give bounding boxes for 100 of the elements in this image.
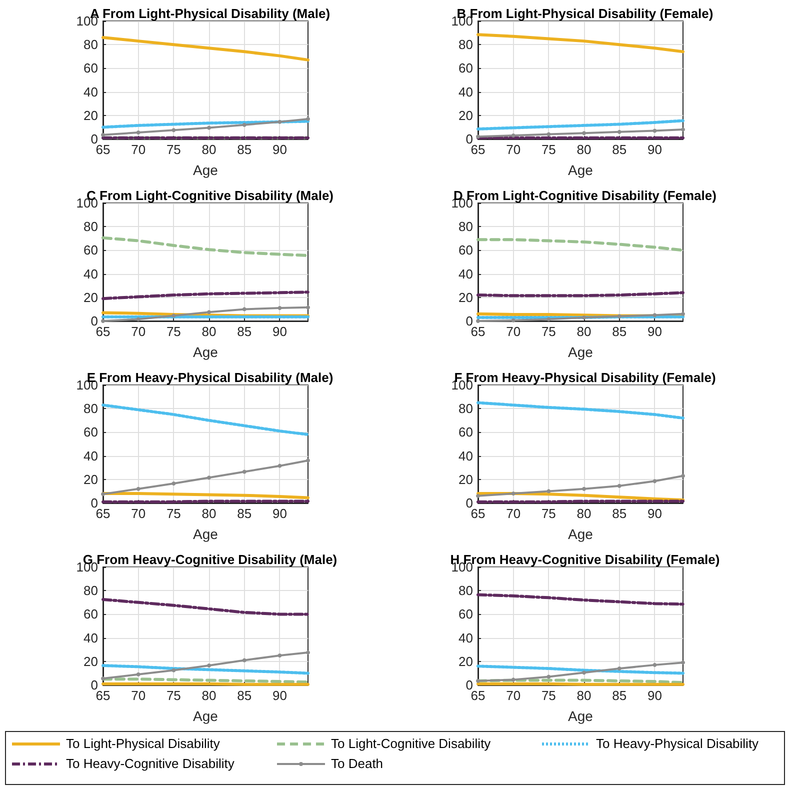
x-tick-label: 65	[96, 142, 110, 157]
x-axis-title: Age	[193, 526, 218, 542]
legend-label: To Death	[331, 756, 384, 771]
x-tick-label: 80	[576, 506, 592, 521]
y-tick-label: 80	[458, 219, 473, 234]
y-tick-label: 60	[458, 242, 473, 258]
x-tick-label: 85	[612, 142, 627, 157]
point	[582, 315, 586, 320]
x-tick-label: 90	[647, 142, 662, 157]
x-tick-label: 65	[96, 506, 110, 521]
point	[172, 668, 176, 672]
y-tick-label: 0	[466, 496, 473, 510]
x-axis-title: Age	[568, 344, 594, 360]
y-tick-label: 40	[84, 630, 98, 646]
y-tick-label: 40	[84, 448, 98, 464]
x-tick-label: 90	[272, 688, 287, 703]
point	[476, 494, 480, 498]
point	[101, 492, 105, 496]
x-tick-label: 65	[96, 324, 110, 339]
x-tick-label: 75	[166, 142, 181, 157]
y-tick-label: 40	[458, 84, 473, 100]
x-tick-label: 85	[612, 324, 627, 339]
y-tick-label: 80	[84, 37, 98, 52]
y-tick-label: 80	[84, 219, 98, 234]
x-tick-label: 70	[131, 506, 146, 521]
line-series	[476, 119, 684, 130]
y-tick-label: 60	[458, 60, 473, 76]
x-tick-label: 80	[202, 324, 216, 339]
y-tick-label: 20	[458, 108, 473, 123]
point	[136, 130, 140, 135]
point	[207, 310, 212, 314]
y-tick-label: 20	[84, 108, 98, 123]
point	[476, 678, 480, 683]
point	[242, 470, 246, 474]
x-tick-label: 75	[541, 324, 556, 339]
point	[582, 670, 586, 675]
x-axis-title: Age	[193, 162, 218, 178]
x-tick-label: 85	[237, 142, 252, 157]
x-tick-label: 70	[131, 142, 146, 157]
x-axis-title: Age	[568, 162, 594, 178]
point	[617, 484, 622, 488]
x-tick-label: 70	[506, 142, 521, 157]
point	[207, 476, 212, 480]
x-tick-label: 65	[470, 324, 486, 339]
y-tick-label: 60	[84, 606, 98, 622]
y-tick-label: 0	[90, 678, 98, 692]
line-series	[102, 36, 310, 62]
y-tick-label: 40	[84, 84, 98, 100]
x-tick-label: 75	[166, 506, 181, 521]
x-tick-label: 65	[96, 688, 110, 703]
line-series	[476, 238, 684, 252]
y-tick-label: 80	[458, 37, 473, 52]
line-series	[476, 401, 684, 420]
y-tick-label: 80	[84, 583, 98, 598]
x-tick-label: 75	[541, 142, 556, 157]
point	[681, 312, 685, 316]
point	[546, 489, 551, 494]
y-tick-label: 60	[458, 606, 473, 622]
point	[617, 130, 622, 134]
point	[582, 486, 586, 491]
point	[582, 131, 586, 136]
y-tick-label: 0	[466, 132, 473, 146]
point	[306, 116, 310, 121]
x-tick-label: 65	[470, 688, 486, 703]
point	[546, 674, 551, 679]
line-series	[476, 593, 684, 606]
point	[242, 307, 246, 312]
y-tick-label: 20	[458, 654, 473, 669]
point	[617, 666, 622, 670]
x-tick-label: 85	[237, 688, 252, 703]
line-series	[476, 33, 684, 54]
point	[652, 313, 657, 318]
line-series	[102, 664, 310, 675]
line-series	[102, 290, 310, 300]
legend-label: To Heavy-Physical Disability	[596, 736, 759, 751]
y-tick-label: 80	[84, 401, 98, 416]
point	[172, 128, 176, 132]
x-tick-label: 80	[202, 142, 216, 157]
y-tick-label: 0	[90, 314, 98, 328]
x-tick-label: 70	[506, 324, 521, 339]
point	[652, 128, 657, 133]
y-tick-label: 40	[458, 630, 473, 646]
x-tick-label: 90	[272, 324, 287, 339]
point	[546, 132, 551, 136]
point	[242, 658, 246, 662]
y-tick-label: 0	[466, 678, 473, 692]
x-tick-label: 85	[237, 506, 252, 521]
x-tick-label: 75	[166, 324, 181, 339]
x-tick-label: 85	[612, 688, 627, 703]
x-tick-label: 75	[541, 506, 556, 521]
y-tick-label: 40	[84, 266, 98, 282]
x-axis-title: Age	[193, 708, 218, 724]
point	[101, 676, 105, 681]
point	[278, 306, 282, 310]
x-tick-label: 70	[131, 688, 146, 703]
x-tick-label: 80	[202, 688, 216, 703]
x-tick-label: 65	[470, 142, 486, 157]
point	[652, 479, 657, 484]
y-tick-label: 0	[90, 496, 98, 510]
x-axis-title: Age	[568, 526, 594, 542]
